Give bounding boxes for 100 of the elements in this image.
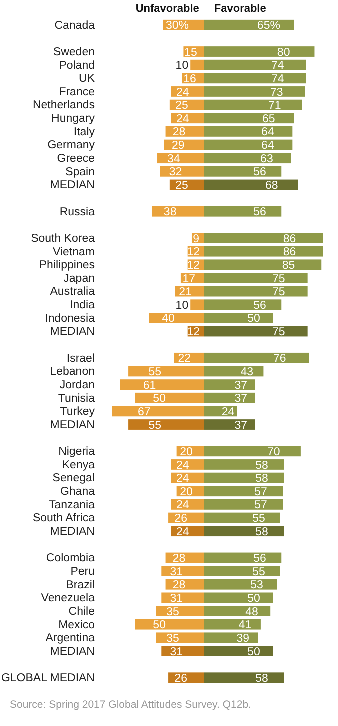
y-tick-label: Indonesia bbox=[45, 312, 96, 325]
y-tick-label: Greece bbox=[57, 153, 95, 166]
data-label: 85 bbox=[282, 260, 296, 272]
y-tick-label: Chile bbox=[68, 606, 95, 618]
data-label: 67 bbox=[138, 406, 151, 418]
y-tick-label: Vietnam bbox=[53, 246, 95, 258]
data-label: 24 bbox=[176, 473, 190, 486]
data-label: 24 bbox=[176, 500, 190, 512]
bar bbox=[190, 300, 204, 310]
data-label: 24 bbox=[222, 406, 236, 418]
data-label: 80 bbox=[277, 46, 290, 59]
data-label: 70 bbox=[268, 446, 280, 458]
y-tick-label: Argentina bbox=[46, 632, 96, 645]
data-label: 12 bbox=[187, 326, 200, 339]
data-label: 30% bbox=[166, 20, 190, 32]
y-tick-label: GLOBAL MEDIAN bbox=[1, 672, 95, 685]
y-tick-label: Israel bbox=[66, 352, 95, 365]
data-label: 31 bbox=[170, 566, 184, 578]
y-tick-label: MEDIAN bbox=[50, 646, 95, 658]
data-label: 75 bbox=[272, 273, 286, 286]
data-label: 50 bbox=[248, 592, 260, 605]
data-label: 65 bbox=[262, 113, 276, 126]
series-label: Unfavorable bbox=[136, 3, 200, 15]
data-label: 22 bbox=[178, 353, 192, 366]
data-label: 37 bbox=[234, 420, 248, 432]
data-label: 28 bbox=[172, 580, 186, 592]
y-tick-label: Tunisia bbox=[58, 392, 96, 405]
y-tick-label: Jordan bbox=[60, 379, 95, 392]
y-tick-label: Venezuela bbox=[41, 592, 96, 605]
data-label: 55 bbox=[252, 566, 266, 578]
data-label: 50 bbox=[248, 646, 260, 658]
y-tick-label: Australia bbox=[50, 286, 96, 298]
data-label: 10 bbox=[176, 60, 189, 72]
data-label: 38 bbox=[164, 206, 177, 219]
bar bbox=[190, 60, 204, 70]
y-tick-label: Italy bbox=[74, 126, 96, 138]
y-tick-label: Philippines bbox=[39, 260, 96, 272]
data-label: 12 bbox=[187, 246, 200, 259]
data-label: 61 bbox=[143, 380, 156, 392]
data-label: 26 bbox=[174, 672, 188, 685]
data-label: 37 bbox=[234, 393, 248, 406]
data-label: 24 bbox=[176, 460, 190, 472]
data-label: 20 bbox=[180, 486, 193, 498]
y-tick-label: Senegal bbox=[52, 472, 95, 485]
data-label: 39 bbox=[236, 632, 250, 645]
data-label: 64 bbox=[262, 140, 275, 152]
data-label: 31 bbox=[170, 646, 184, 658]
data-label: 58 bbox=[256, 672, 268, 685]
data-label: 55 bbox=[148, 420, 162, 432]
y-tick-label: Japan bbox=[64, 272, 95, 285]
y-tick-label: Brazil bbox=[66, 579, 95, 592]
y-tick-label: Colombia bbox=[46, 552, 96, 565]
y-tick-label: UK bbox=[79, 73, 96, 86]
data-label: 15 bbox=[184, 46, 198, 59]
data-label: 31 bbox=[170, 592, 184, 605]
data-label: 86 bbox=[283, 246, 296, 259]
data-label: 28 bbox=[172, 553, 186, 566]
data-label: 73 bbox=[270, 86, 284, 99]
y-tick-label: Hungary bbox=[52, 113, 96, 126]
y-tick-label: Netherlands bbox=[32, 100, 96, 112]
y-tick-label: Spain bbox=[66, 166, 95, 178]
data-label: 35 bbox=[166, 606, 180, 618]
y-tick-label: MEDIAN bbox=[50, 326, 95, 338]
data-label: 37 bbox=[234, 380, 248, 392]
y-tick-label: Nigeria bbox=[58, 446, 96, 458]
data-label: 71 bbox=[268, 100, 282, 112]
y-tick-label: Russia bbox=[60, 206, 96, 218]
data-label: 74 bbox=[271, 73, 285, 86]
y-tick-label: Kenya bbox=[62, 459, 96, 472]
data-label: 65% bbox=[257, 20, 280, 32]
data-label: 58 bbox=[256, 473, 268, 486]
series-label: Favorable bbox=[214, 3, 266, 15]
data-label: 58 bbox=[256, 460, 268, 472]
data-label: 41 bbox=[238, 620, 252, 632]
data-label: 56 bbox=[254, 206, 266, 219]
data-label: 57 bbox=[254, 486, 268, 498]
data-label: 63 bbox=[260, 153, 274, 166]
data-label: 10 bbox=[176, 300, 189, 312]
bar bbox=[174, 352, 204, 364]
data-label: 58 bbox=[256, 526, 268, 538]
data-label: 75 bbox=[272, 326, 286, 339]
data-label: 50 bbox=[153, 620, 166, 632]
data-label: 25 bbox=[176, 100, 188, 112]
y-tick-label: Sweden bbox=[53, 46, 95, 58]
y-tick-label: Mexico bbox=[58, 619, 95, 632]
y-tick-label: South Korea bbox=[31, 232, 96, 245]
data-label: 26 bbox=[174, 513, 188, 526]
data-label: 20 bbox=[180, 446, 193, 458]
data-label: 21 bbox=[179, 286, 192, 299]
data-label: 57 bbox=[254, 500, 268, 512]
data-label: 86 bbox=[283, 233, 296, 246]
data-label: 48 bbox=[246, 606, 258, 618]
y-tick-label: Tanzania bbox=[48, 499, 96, 512]
data-label: 17 bbox=[182, 273, 196, 286]
data-label: 76 bbox=[273, 353, 286, 366]
data-label: 43 bbox=[240, 366, 254, 379]
source-note: Source: Spring 2017 Global Attitudes Survey. Q12b. bbox=[10, 699, 252, 711]
y-tick-label: Peru bbox=[70, 566, 95, 578]
y-tick-label: MEDIAN bbox=[50, 526, 95, 538]
data-label: 25 bbox=[176, 180, 188, 192]
